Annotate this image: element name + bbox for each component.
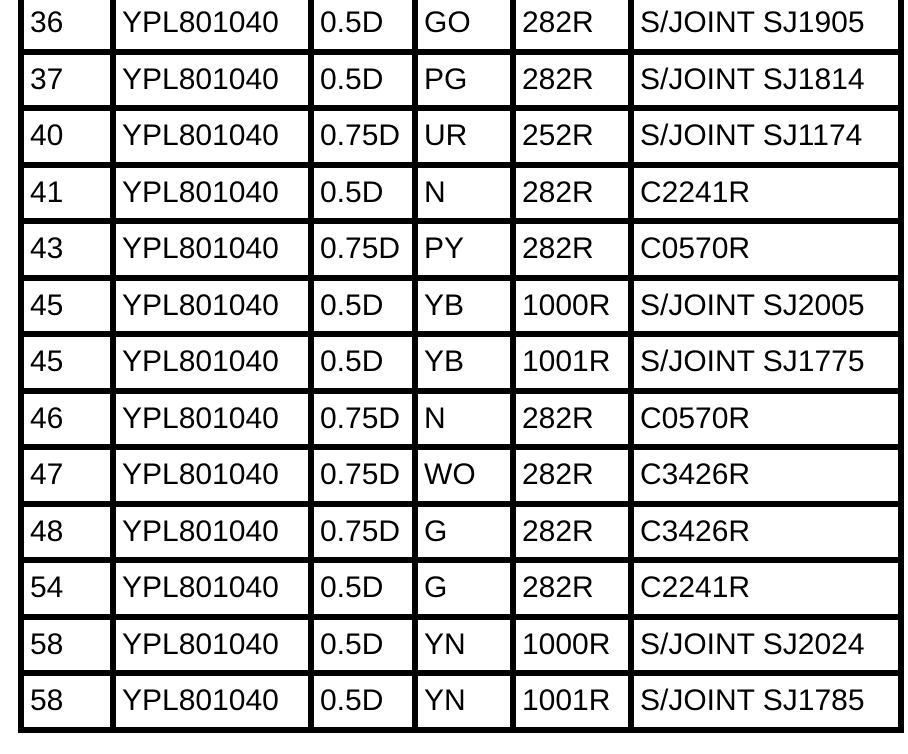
table-row: 48 YPL801040 0.75D G 282R C3426R <box>18 503 904 563</box>
cell-item-number: 45 <box>18 334 116 394</box>
cell-part-number: YPL801040 <box>110 334 314 394</box>
cell-size: 0.5D <box>308 164 418 224</box>
cell-size: 0.5D <box>308 616 418 676</box>
table-row: 58 YPL801040 0.5D YN 1000R S/JOINT SJ2024 <box>18 616 904 676</box>
cell-part-number: YPL801040 <box>110 616 314 676</box>
cell-connection: C3426R <box>628 503 904 563</box>
cell-part-number: YPL801040 <box>110 51 314 111</box>
cell-item-number: 58 <box>18 673 116 733</box>
table-row: 43 YPL801040 0.75D PY 282R C0570R <box>18 221 904 281</box>
table-row: 40 YPL801040 0.75D UR 252R S/JOINT SJ1174 <box>18 108 904 168</box>
cell-connection: C2241R <box>628 164 904 224</box>
cell-item-number: 41 <box>18 164 116 224</box>
cell-connection: C0570R <box>628 221 904 281</box>
cell-size: 0.75D <box>308 447 418 507</box>
cell-color: YN <box>412 673 516 733</box>
table-row: 41 YPL801040 0.5D N 282R C2241R <box>18 164 904 224</box>
cell-part-number: YPL801040 <box>110 277 314 337</box>
cell-item-number: 54 <box>18 560 116 620</box>
cell-ref: 282R <box>510 51 634 111</box>
cell-connection: C3426R <box>628 447 904 507</box>
cell-connection: C2241R <box>628 560 904 620</box>
cell-color: PY <box>412 221 516 281</box>
cell-ref: 1000R <box>510 277 634 337</box>
cell-color: N <box>412 164 516 224</box>
cell-connection: S/JOINT SJ1775 <box>628 334 904 394</box>
cell-connection: S/JOINT SJ2024 <box>628 616 904 676</box>
cell-color: UR <box>412 108 516 168</box>
cell-ref: 282R <box>510 447 634 507</box>
cell-size: 0.75D <box>308 503 418 563</box>
cell-color: G <box>412 503 516 563</box>
cell-ref: 1001R <box>510 673 634 733</box>
cell-connection: S/JOINT SJ1814 <box>628 51 904 111</box>
cell-size: 0.5D <box>308 673 418 733</box>
table-row: 37 YPL801040 0.5D PG 282R S/JOINT SJ1814 <box>18 51 904 111</box>
cell-color: N <box>412 390 516 450</box>
cell-part-number: YPL801040 <box>110 0 314 55</box>
cell-color: YN <box>412 616 516 676</box>
table-row: 47 YPL801040 0.75D WO 282R C3426R <box>18 447 904 507</box>
cell-part-number: YPL801040 <box>110 221 314 281</box>
cell-ref: 1001R <box>510 334 634 394</box>
cell-part-number: YPL801040 <box>110 164 314 224</box>
wiring-table: 36 YPL801040 0.5D GO 282R S/JOINT SJ1905 37 YPL… <box>18 0 904 733</box>
cell-size: 0.5D <box>308 0 418 55</box>
cell-item-number: 43 <box>18 221 116 281</box>
table-body: 36 YPL801040 0.5D GO 282R S/JOINT SJ1905 37 YPL… <box>18 0 904 733</box>
cell-item-number: 46 <box>18 390 116 450</box>
cell-item-number: 37 <box>18 51 116 111</box>
cell-ref: 282R <box>510 390 634 450</box>
cell-connection: S/JOINT SJ1905 <box>628 0 904 55</box>
cell-size: 0.5D <box>308 51 418 111</box>
cell-size: 0.75D <box>308 221 418 281</box>
cell-item-number: 47 <box>18 447 116 507</box>
cell-ref: 282R <box>510 164 634 224</box>
cell-connection: S/JOINT SJ1174 <box>628 108 904 168</box>
table-row: 36 YPL801040 0.5D GO 282R S/JOINT SJ1905 <box>18 0 904 55</box>
cell-connection: C0570R <box>628 390 904 450</box>
cell-ref: 282R <box>510 503 634 563</box>
cell-connection: S/JOINT SJ1785 <box>628 673 904 733</box>
cell-ref: 282R <box>510 221 634 281</box>
cell-color: GO <box>412 0 516 55</box>
cell-size: 0.5D <box>308 277 418 337</box>
cell-color: WO <box>412 447 516 507</box>
cell-size: 0.5D <box>308 334 418 394</box>
table-row: 58 YPL801040 0.5D YN 1001R S/JOINT SJ1785 <box>18 673 904 733</box>
cell-ref: 282R <box>510 560 634 620</box>
table-row: 45 YPL801040 0.5D YB 1001R S/JOINT SJ1775 <box>18 334 904 394</box>
cell-item-number: 58 <box>18 616 116 676</box>
table-row: 45 YPL801040 0.5D YB 1000R S/JOINT SJ2005 <box>18 277 904 337</box>
cell-part-number: YPL801040 <box>110 390 314 450</box>
cell-ref: 282R <box>510 0 634 55</box>
cell-item-number: 40 <box>18 108 116 168</box>
table-row: 46 YPL801040 0.75D N 282R C0570R <box>18 390 904 450</box>
cell-item-number: 48 <box>18 503 116 563</box>
cell-ref: 252R <box>510 108 634 168</box>
cell-color: PG <box>412 51 516 111</box>
cell-item-number: 45 <box>18 277 116 337</box>
cell-size: 0.75D <box>308 108 418 168</box>
cell-color: G <box>412 560 516 620</box>
cell-part-number: YPL801040 <box>110 673 314 733</box>
cell-part-number: YPL801040 <box>110 108 314 168</box>
cell-connection: S/JOINT SJ2005 <box>628 277 904 337</box>
cell-color: YB <box>412 334 516 394</box>
cell-part-number: YPL801040 <box>110 447 314 507</box>
cell-part-number: YPL801040 <box>110 560 314 620</box>
cell-item-number: 36 <box>18 0 116 55</box>
cell-part-number: YPL801040 <box>110 503 314 563</box>
cell-ref: 1000R <box>510 616 634 676</box>
cell-size: 0.5D <box>308 560 418 620</box>
cell-color: YB <box>412 277 516 337</box>
table-row: 54 YPL801040 0.5D G 282R C2241R <box>18 560 904 620</box>
cell-size: 0.75D <box>308 390 418 450</box>
